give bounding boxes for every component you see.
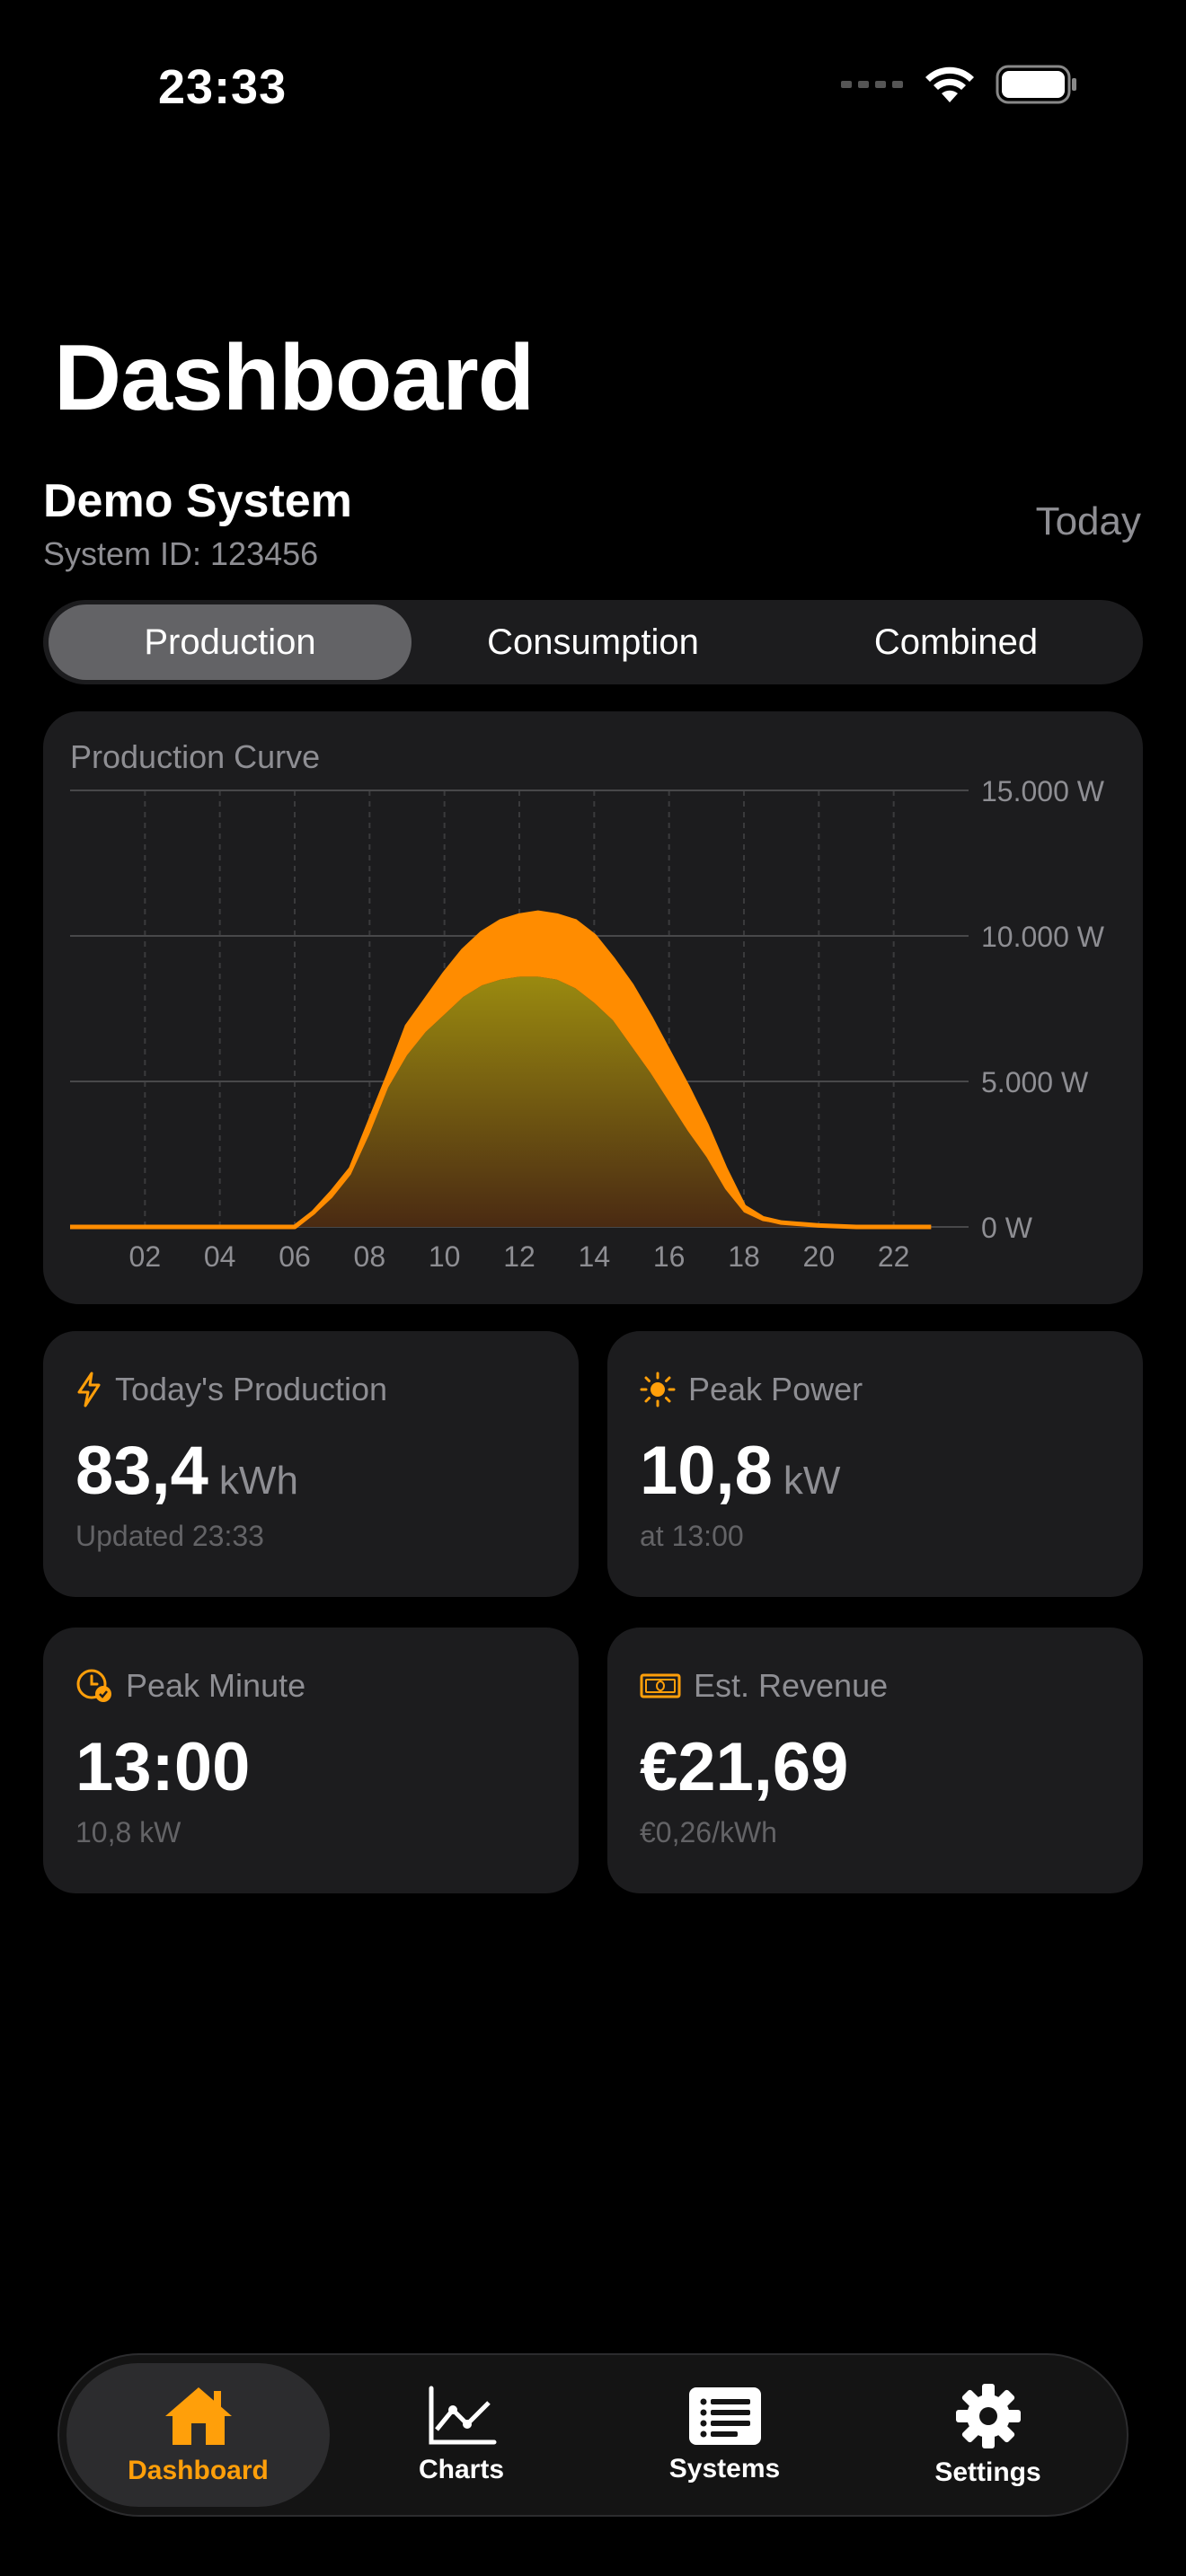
battery-icon (996, 65, 1076, 104)
stat-label: Peak Minute (126, 1667, 306, 1704)
tab-label: Charts (418, 2455, 505, 2484)
stat-label: Est. Revenue (694, 1667, 889, 1704)
stat-unit: kWh (218, 1459, 298, 1503)
peak-power-card[interactable]: Peak Power 10,8 kW at 13:00 (607, 1331, 1143, 1597)
production-chart: 15.000 W 10.000 W 5.000 W 0 W 02 04 06 08 10 12 14… (70, 775, 1105, 1273)
segment-combined[interactable]: Combined (873, 622, 1039, 662)
stat-subtitle: at 13:00 (640, 1520, 744, 1552)
stat-subtitle: Updated 23:33 (75, 1520, 264, 1552)
gear-icon (955, 2384, 1021, 2448)
x-tick-label: 10 (429, 1240, 461, 1273)
stat-value: 83,4 (75, 1433, 208, 1509)
tab-label: Systems (668, 2454, 781, 2483)
stat-unit: kW (783, 1459, 841, 1503)
page-title: Dashboard (54, 326, 535, 430)
banknote-icon (640, 1673, 681, 1698)
wifi-icon (925, 66, 974, 102)
list-icon (688, 2387, 761, 2445)
view-segmented-control: Production Consumption Combined (43, 600, 1143, 684)
segment-production[interactable]: Production (49, 604, 412, 680)
bolt-icon (77, 1372, 101, 1407)
x-tick-label: 12 (503, 1240, 535, 1273)
tab-systems[interactable]: Systems (593, 2363, 856, 2507)
production-chart-card: Production Curve 15.000 W 10.000 W 5.000 W… (43, 711, 1143, 1304)
stat-value: €21,69 (640, 1729, 849, 1805)
x-tick-label: 22 (878, 1240, 910, 1273)
tab-dashboard[interactable]: Dashboard (66, 2363, 330, 2507)
x-tick-label: 04 (204, 1240, 236, 1273)
chart-line-icon (429, 2386, 496, 2445)
system-id: System ID: 123456 (43, 535, 319, 572)
house-icon (164, 2387, 232, 2445)
x-tick-label: 14 (579, 1240, 611, 1273)
cellular-icon (841, 81, 903, 88)
status-time: 23:33 (158, 60, 288, 114)
y-tick-label: 10.000 W (981, 921, 1105, 953)
tab-settings[interactable]: Settings (856, 2363, 1120, 2507)
y-tick-label: 5.000 W (981, 1066, 1089, 1098)
system-name: Demo System (43, 475, 352, 527)
est-revenue-card[interactable]: Est. Revenue €21,69 €0,26/kWh (607, 1628, 1143, 1893)
tab-label: Dashboard (128, 2456, 269, 2485)
chart-title: Production Curve (70, 738, 321, 775)
x-tick-label: 20 (803, 1240, 836, 1273)
tab-bar: Dashboard Charts Systems (58, 2353, 1128, 2517)
x-tick-label: 16 (653, 1240, 686, 1273)
y-tick-label: 15.000 W (981, 775, 1105, 807)
tab-charts[interactable]: Charts (330, 2363, 593, 2507)
tab-label: Settings (934, 2457, 1041, 2487)
stat-label: Peak Power (688, 1371, 863, 1407)
sun-icon (640, 1372, 676, 1407)
x-tick-label: 06 (279, 1240, 311, 1273)
production-area (70, 976, 932, 1227)
status-icons (841, 65, 1078, 104)
peak-minute-card[interactable]: Peak Minute 13:00 10,8 kW (43, 1628, 579, 1893)
period-selector[interactable]: Today (1035, 499, 1141, 543)
stat-value: 13:00 (75, 1729, 251, 1805)
todays-production-card[interactable]: Today's Production 83,4 kWh Updated 23:3… (43, 1331, 579, 1597)
clock-check-icon (76, 1669, 111, 1702)
stat-subtitle: €0,26/kWh (640, 1816, 777, 1848)
y-tick-label: 0 W (981, 1212, 1033, 1244)
x-tick-label: 08 (354, 1240, 386, 1273)
production-line (70, 910, 932, 1230)
segment-consumption[interactable]: Consumption (487, 622, 699, 662)
stat-label: Today's Production (115, 1371, 388, 1407)
x-tick-label: 02 (129, 1240, 162, 1273)
x-tick-label: 18 (728, 1240, 760, 1273)
stat-subtitle: 10,8 kW (75, 1816, 181, 1848)
stat-value: 10,8 (640, 1433, 773, 1509)
